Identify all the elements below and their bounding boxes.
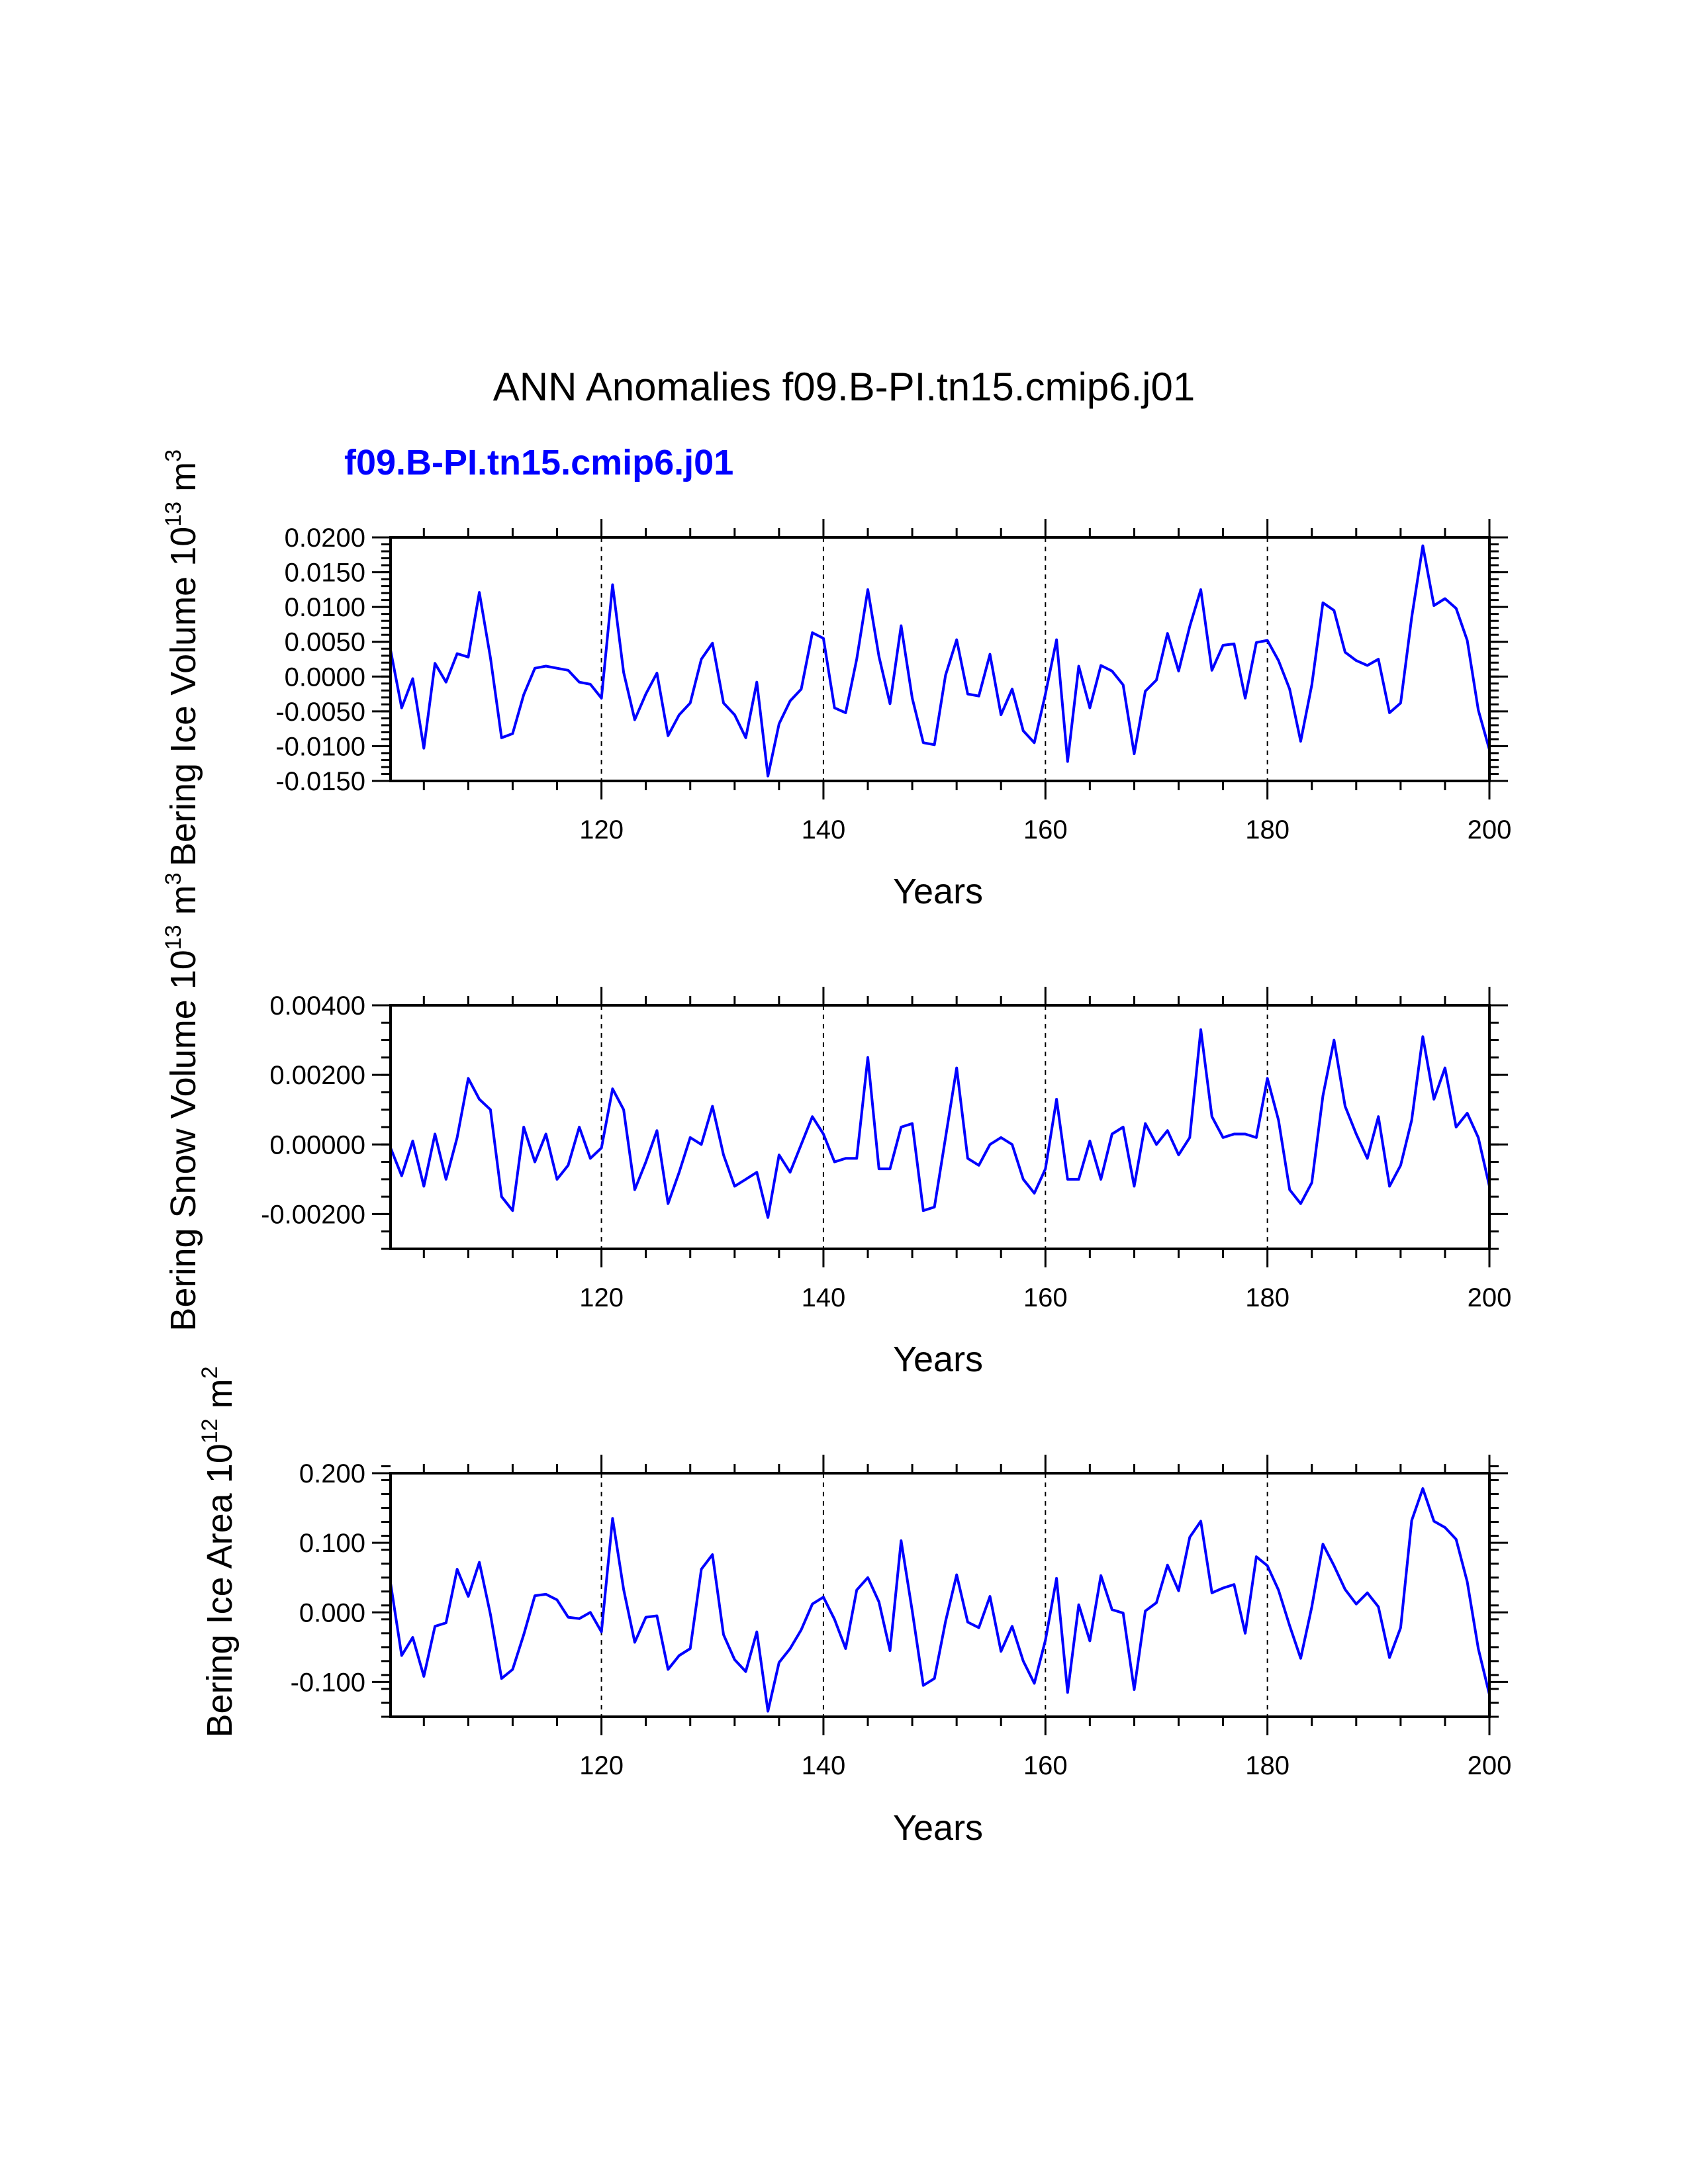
y-tick-label: -0.00200 (261, 1200, 365, 1229)
y-tick-label: 0.200 (299, 1459, 365, 1488)
y-tick-label: 0.0000 (285, 662, 365, 692)
data-series-line (389, 544, 1491, 778)
y-tick-label: -0.0100 (275, 732, 365, 761)
ice-volume-panel: Bering Ice Volume 1013 m3 Years 120 140 16… (161, 449, 1511, 911)
x-axis-title: Years (893, 1808, 983, 1848)
x-tick-label: 140 (802, 1751, 846, 1780)
x-tick-label: 140 (802, 1283, 846, 1312)
y-axis-title: Bering Ice Area 1012 m2 (197, 1366, 240, 1737)
y-tick-label: 0.00000 (269, 1130, 365, 1160)
data-series-line (389, 1028, 1491, 1219)
y-tick-label: 0.000 (299, 1598, 365, 1627)
x-tick-label: 120 (579, 1751, 624, 1780)
x-tick-label: 160 (1023, 815, 1068, 844)
x-tick-label: 200 (1468, 1283, 1512, 1312)
y-tick-label: 0.0100 (285, 593, 365, 622)
y-tick-label: 0.0150 (285, 559, 365, 588)
snow-volume-panel: Bering Snow Volume 1013 m3 Years 120 140 1… (161, 872, 1511, 1379)
y-tick-label: -0.100 (291, 1668, 365, 1697)
x-tick-label: 200 (1468, 815, 1512, 844)
y-tick-label: 0.00200 (269, 1061, 365, 1090)
x-axis-title: Years (893, 1340, 983, 1379)
ice-area-panel: Bering Ice Area 1012 m2 Years 120 140 160 1… (197, 1366, 1511, 1848)
y-tick-label: 0.00400 (269, 991, 365, 1021)
y-axis-title: Bering Ice Volume 1013 m3 (161, 449, 203, 866)
x-tick-label: 160 (1023, 1283, 1068, 1312)
x-axis-title: Years (893, 872, 983, 911)
y-tick-label: 0.0200 (285, 523, 365, 553)
x-tick-label: 200 (1468, 1751, 1512, 1780)
plot-frame (389, 1472, 1491, 1718)
x-tick-label: 120 (579, 815, 624, 844)
x-tick-label: 180 (1245, 1283, 1289, 1312)
x-tick-label: 180 (1245, 1751, 1289, 1780)
data-series-line (389, 1487, 1491, 1713)
plot-frame (389, 536, 1491, 782)
x-tick-label: 140 (802, 815, 846, 844)
x-tick-label: 160 (1023, 1751, 1068, 1780)
y-tick-label: -0.0050 (275, 698, 365, 727)
x-tick-label: 180 (1245, 815, 1289, 844)
y-tick-label: 0.100 (299, 1529, 365, 1558)
y-axis-title: Bering Snow Volume 1013 m3 (161, 872, 203, 1331)
plot-frame (389, 1004, 1491, 1250)
case-label: f09.B-PI.tn15.cmip6.j01 (344, 443, 733, 482)
x-tick-label: 120 (579, 1283, 624, 1312)
y-tick-label: 0.0050 (285, 628, 365, 657)
y-tick-label: -0.0150 (275, 767, 365, 796)
main-title: ANN Anomalies f09.B-PI.tn15.cmip6.j01 (493, 365, 1196, 409)
